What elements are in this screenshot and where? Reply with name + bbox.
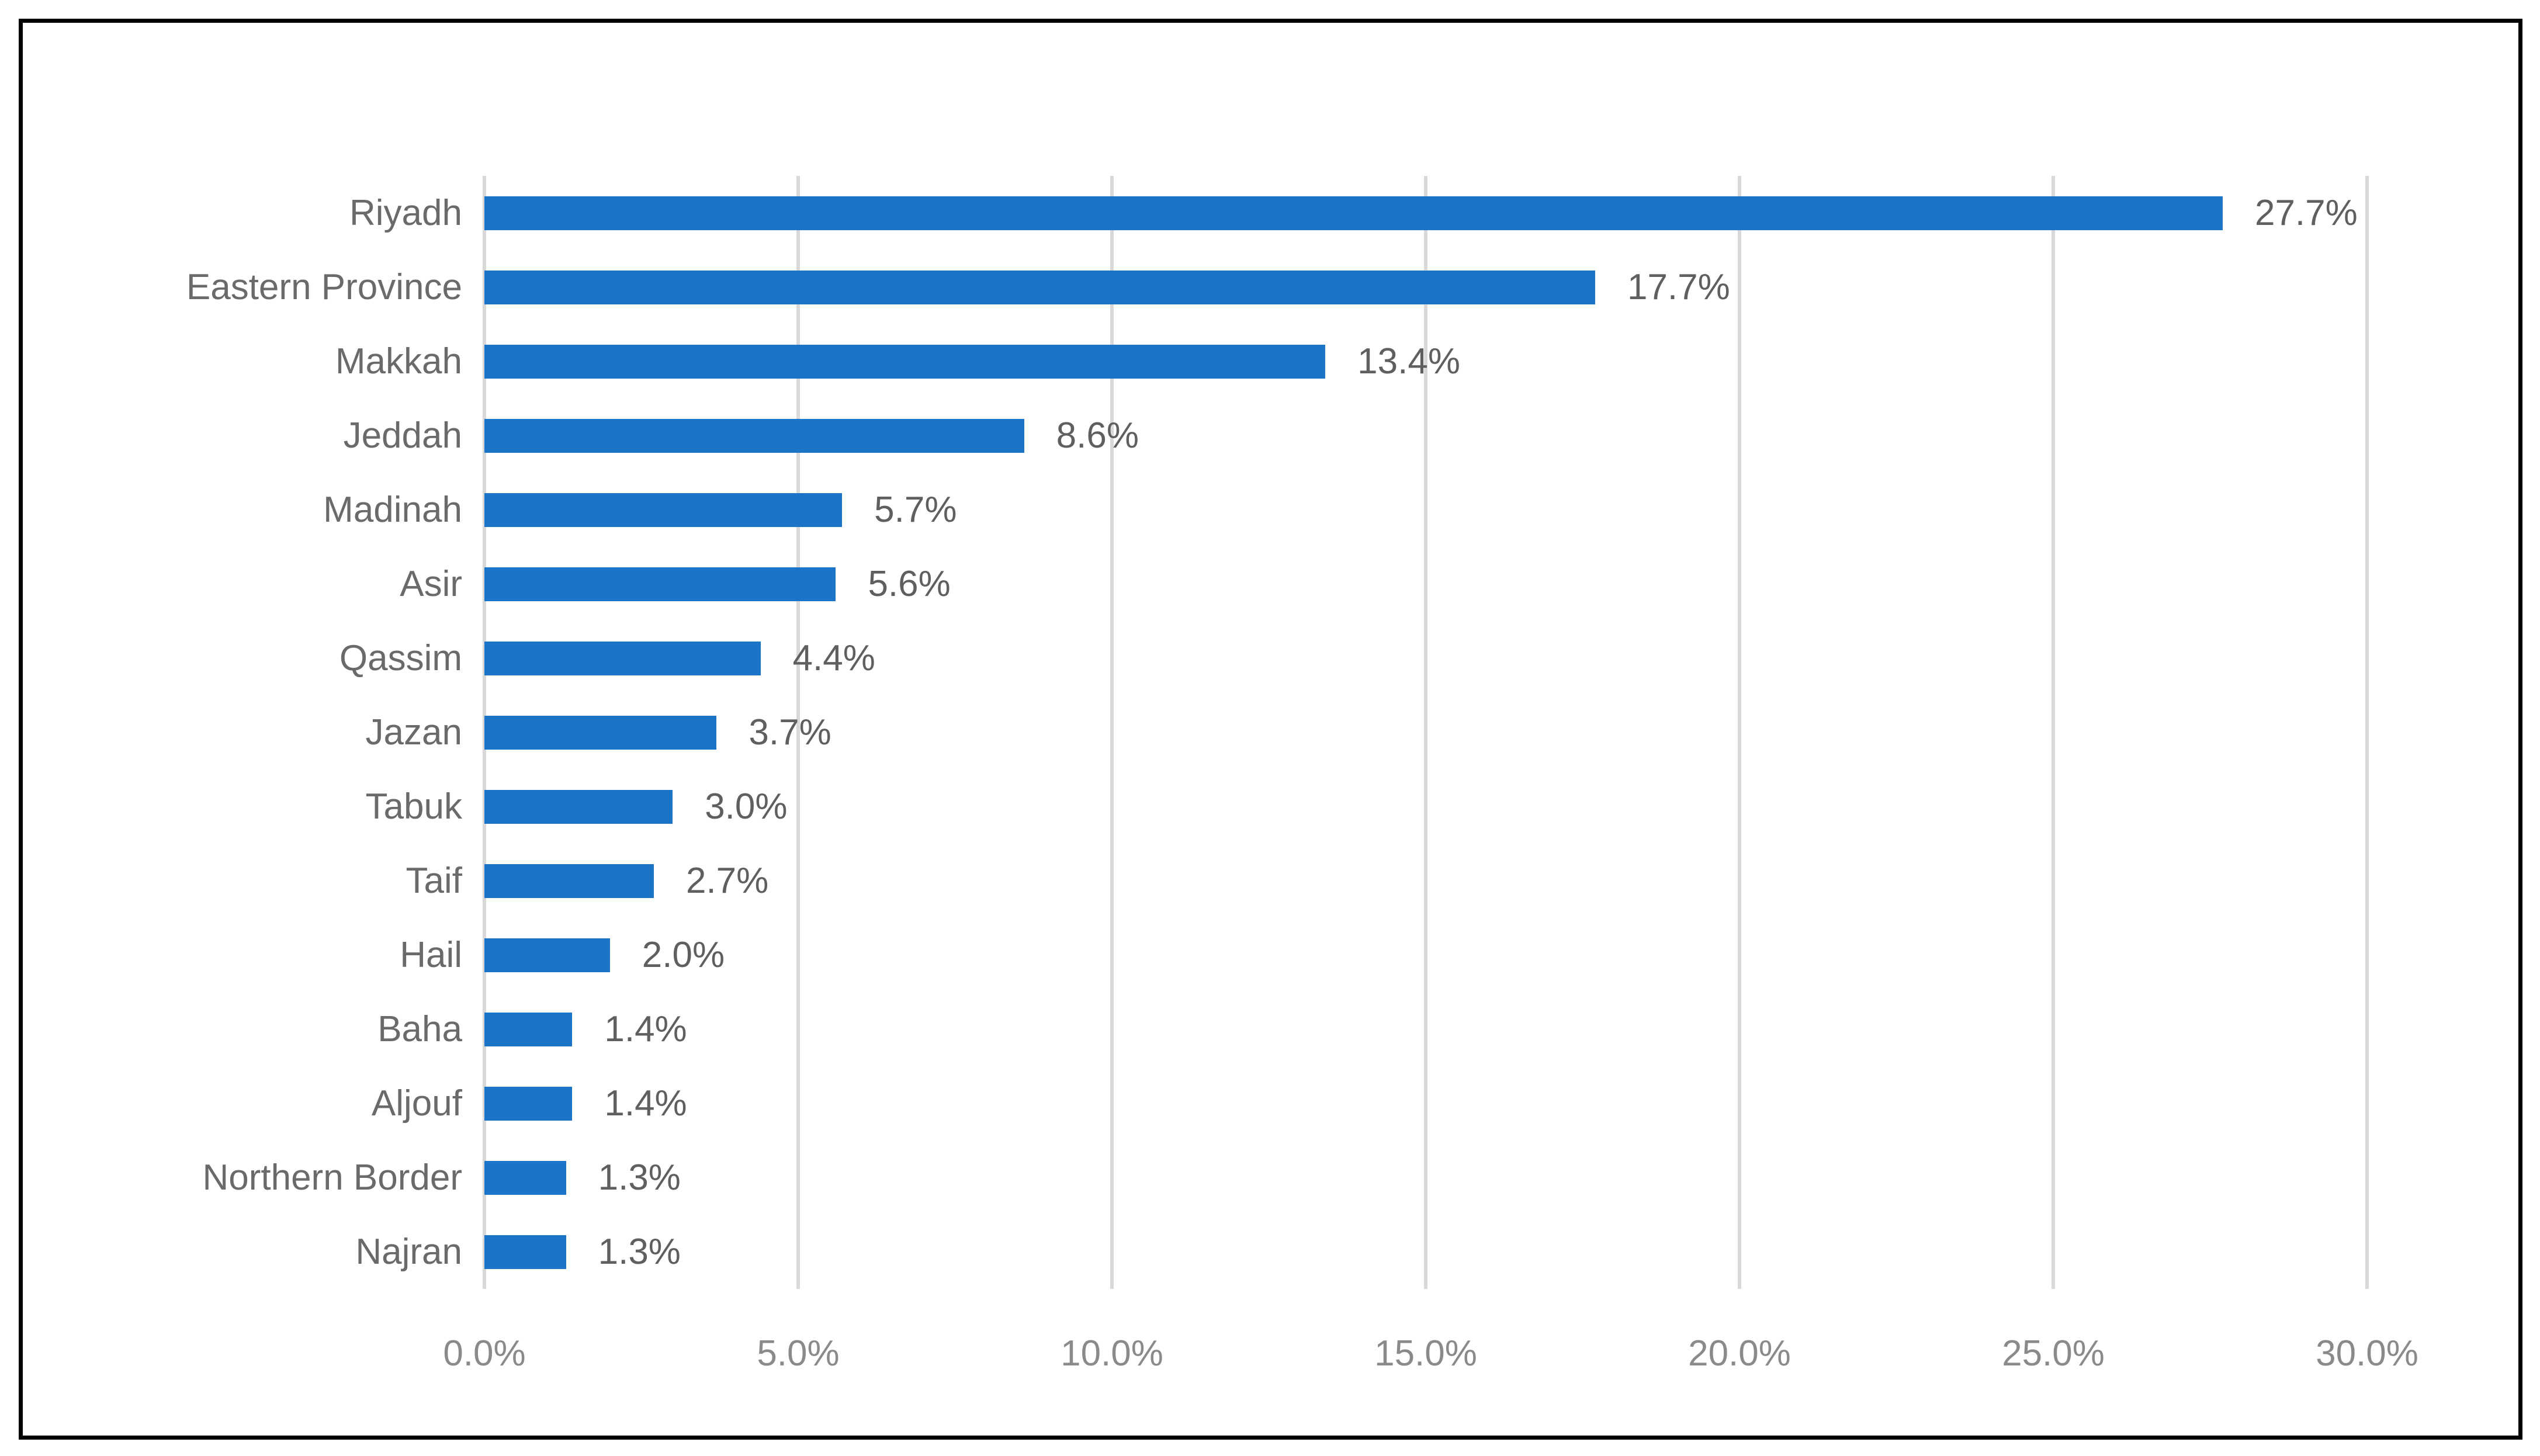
- category-label: Madinah: [323, 489, 462, 530]
- bar-row: Jeddah 8.6%: [344, 398, 2367, 473]
- bar-row: Jazan 3.7%: [366, 695, 2367, 769]
- bar-row: Eastern Province 17.7%: [186, 250, 2367, 324]
- value-label: 5.6%: [868, 563, 951, 604]
- bar: [484, 1235, 566, 1269]
- vertical-gridline: [1738, 176, 1741, 1289]
- bar: [484, 418, 1024, 453]
- chart-frame: 0.0% 5.0% 10.0% 15.0% 20.0% 25.0% 30.0% Riyadh 2…: [19, 19, 2522, 1440]
- value-label: 1.3%: [598, 1157, 681, 1198]
- category-label: Jazan: [365, 712, 462, 753]
- value-label: 2.0%: [642, 934, 725, 975]
- bar-row: Najran 1.3%: [355, 1215, 2367, 1289]
- category-label: Makkah: [335, 341, 462, 382]
- category-label: Riyadh: [349, 192, 462, 233]
- bar-row: Asir 5.6%: [400, 547, 2367, 621]
- bar: [484, 344, 1326, 379]
- category-label: Qassim: [339, 637, 462, 678]
- value-label: 4.4%: [792, 637, 875, 678]
- value-label: 1.4%: [604, 1008, 687, 1049]
- category-label: Najran: [355, 1231, 462, 1272]
- value-label: 8.6%: [1056, 415, 1139, 456]
- category-label: Eastern Province: [186, 266, 462, 307]
- vertical-gridline: [2365, 176, 2369, 1289]
- category-label: Taif: [406, 860, 462, 901]
- x-axis-tick-label: 30.0%: [2316, 1333, 2418, 1374]
- bar: [484, 567, 836, 601]
- category-label: Hail: [400, 934, 462, 975]
- bar: [484, 715, 717, 750]
- x-axis-tick-label: 20.0%: [1688, 1333, 1791, 1374]
- category-label: Tabuk: [365, 786, 462, 827]
- bar: [484, 270, 1595, 304]
- value-label: 2.7%: [685, 860, 769, 901]
- category-label: Baha: [377, 1008, 462, 1049]
- bar-row: Baha 1.4%: [377, 992, 2367, 1066]
- bar-row: Makkah 13.4%: [335, 324, 2367, 398]
- x-axis-tick-label: 10.0%: [1061, 1333, 1163, 1374]
- bar-row: Qassim 4.4%: [339, 621, 2367, 695]
- bar: [484, 938, 610, 972]
- category-label: Asir: [400, 563, 462, 604]
- vertical-gridline: [2052, 176, 2055, 1289]
- bar: [484, 641, 761, 675]
- vertical-gridline: [796, 176, 800, 1289]
- value-label: 3.0%: [705, 786, 788, 827]
- bar-row: Northern Border 1.3%: [202, 1140, 2367, 1215]
- value-label: 17.7%: [1627, 266, 1730, 307]
- value-label: 1.4%: [604, 1083, 687, 1124]
- bar-row: Taif 2.7%: [406, 844, 2367, 918]
- x-axis-tick-label: 15.0%: [1374, 1333, 1477, 1374]
- bar: [484, 1012, 573, 1046]
- bar: [484, 789, 673, 824]
- x-axis-tick-label: 0.0%: [443, 1333, 526, 1374]
- bar: [484, 1086, 573, 1121]
- value-label: 5.7%: [874, 489, 957, 530]
- bar-row: Riyadh 27.7%: [349, 176, 2367, 250]
- x-axis-tick-label: 25.0%: [2002, 1333, 2105, 1374]
- value-label: 27.7%: [2254, 192, 2358, 233]
- bar-row: Aljouf 1.4%: [372, 1066, 2367, 1140]
- category-label: Aljouf: [371, 1083, 462, 1124]
- value-label: 3.7%: [749, 712, 831, 753]
- bar: [484, 864, 654, 898]
- value-label: 13.4%: [1357, 341, 1460, 382]
- x-axis-tick-label: 5.0%: [757, 1333, 840, 1374]
- plot-area: 0.0% 5.0% 10.0% 15.0% 20.0% 25.0% 30.0% Riyadh 2…: [186, 176, 2418, 1372]
- vertical-gridline: [1424, 176, 1427, 1289]
- bar: [484, 1160, 566, 1195]
- category-label: Northern Border: [202, 1157, 462, 1198]
- bar-row: Hail 2.0%: [400, 918, 2367, 992]
- bar: [484, 196, 2223, 230]
- category-label: Jeddah: [343, 415, 462, 456]
- bar-row: Tabuk 3.0%: [366, 769, 2367, 844]
- vertical-gridline: [1110, 176, 1114, 1289]
- bar: [484, 493, 843, 527]
- value-label: 1.3%: [598, 1231, 681, 1272]
- bar-row: Madinah 5.7%: [323, 473, 2367, 547]
